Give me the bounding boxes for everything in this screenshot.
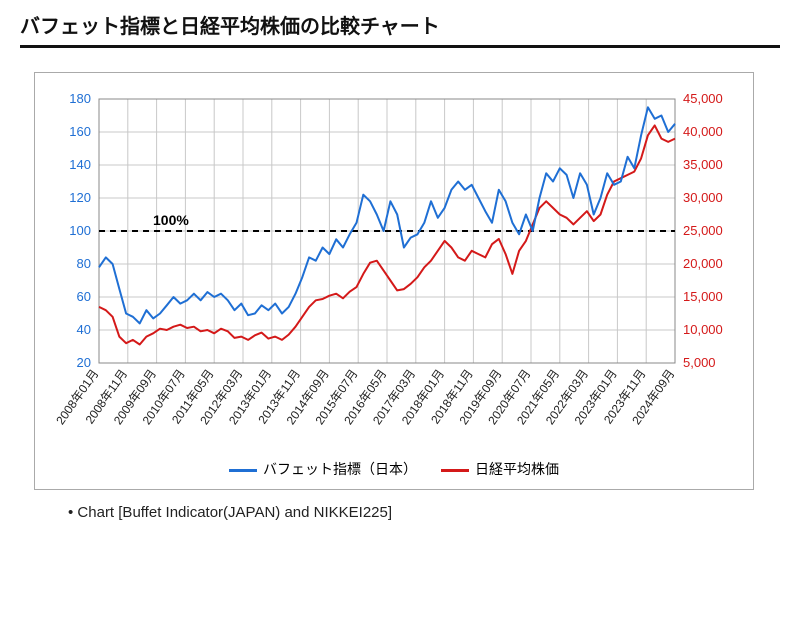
svg-text:20,000: 20,000 <box>683 256 723 271</box>
legend-item: 日経平均株価 <box>441 459 559 479</box>
svg-text:80: 80 <box>77 256 91 271</box>
chart-legend: バフェット指標（日本） 日経平均株価 <box>53 459 735 479</box>
svg-text:20: 20 <box>77 355 91 370</box>
svg-text:15,000: 15,000 <box>683 289 723 304</box>
svg-text:30,000: 30,000 <box>683 190 723 205</box>
svg-text:25,000: 25,000 <box>683 223 723 238</box>
chart-container: 2008年01月2008年11月2009年09月2010年07月2011年05月… <box>34 72 754 490</box>
svg-text:100: 100 <box>69 223 91 238</box>
legend-swatch <box>441 469 469 472</box>
svg-text:40: 40 <box>77 322 91 337</box>
svg-text:5,000: 5,000 <box>683 355 716 370</box>
svg-text:60: 60 <box>77 289 91 304</box>
svg-text:45,000: 45,000 <box>683 91 723 106</box>
svg-text:160: 160 <box>69 124 91 139</box>
svg-text:140: 140 <box>69 157 91 172</box>
svg-text:10,000: 10,000 <box>683 322 723 337</box>
svg-text:35,000: 35,000 <box>683 157 723 172</box>
svg-text:100%: 100% <box>153 212 189 228</box>
legend-swatch <box>229 469 257 472</box>
chart-plot: 2008年01月2008年11月2009年09月2010年07月2011年05月… <box>53 91 733 451</box>
svg-text:40,000: 40,000 <box>683 124 723 139</box>
chart-title: バフェット指標と日経平均株価の比較チャート <box>20 10 780 48</box>
chart-caption: Chart [Buffet Indicator(JAPAN) and NIKKE… <box>68 504 780 521</box>
svg-text:180: 180 <box>69 91 91 106</box>
svg-text:120: 120 <box>69 190 91 205</box>
legend-item: バフェット指標（日本） <box>229 459 417 479</box>
